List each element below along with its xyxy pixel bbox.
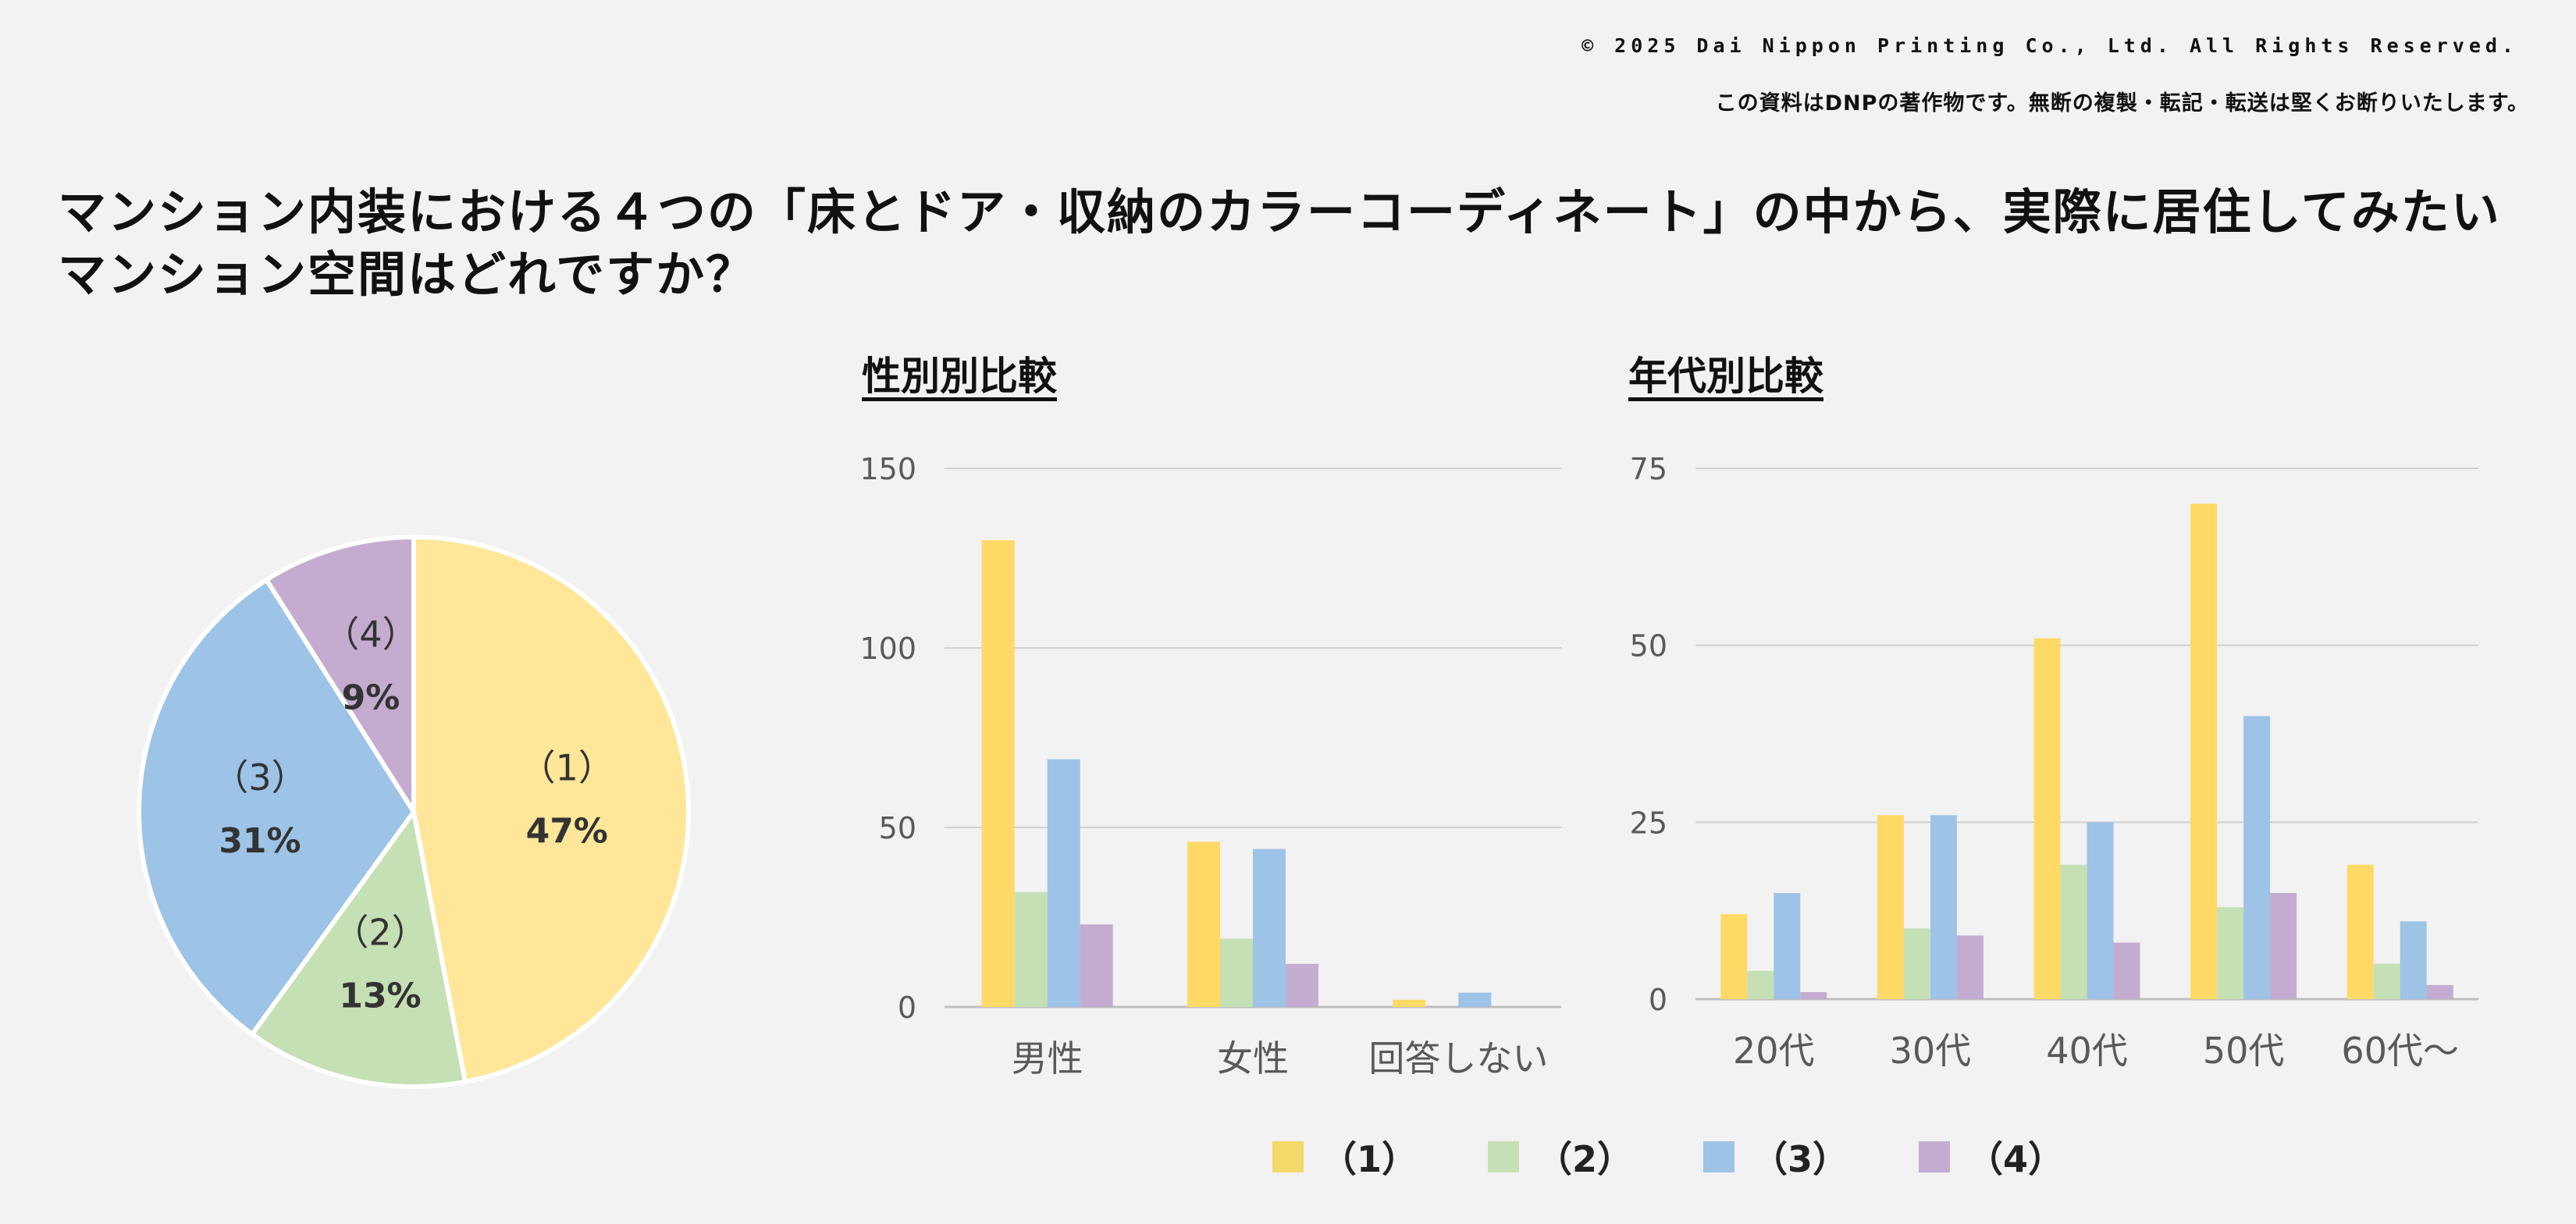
age-bar-chart: 0 25 50 75 20代 30代 40代 50代 60代～ <box>1630 452 2478 1072</box>
gender-bar-1-2 <box>1187 842 1220 1007</box>
age-x-tick-label: 40代 <box>2046 1030 2128 1072</box>
age-bar-2-3 <box>2060 864 2087 999</box>
legend-item-1: （1） <box>1272 1131 1488 1183</box>
age-x-tick-label: 60代～ <box>2341 1030 2459 1072</box>
pie-value-label-4: 9% <box>342 678 400 718</box>
pie-chart: （1） 47% （2） 13% （3） 31% （4） 9% <box>137 535 691 1089</box>
age-bar-2-2 <box>1903 928 1930 999</box>
age-bar-4-5 <box>2426 984 2453 999</box>
age-bar-2-4 <box>2217 907 2244 999</box>
legend-swatch-1 <box>1272 1141 1304 1172</box>
age-y-tick-label: 0 <box>1649 983 1667 1017</box>
age-bar-4-3 <box>2113 942 2140 999</box>
legend-label-2: （2） <box>1536 1138 1634 1180</box>
age-bar-1-1 <box>1720 914 1748 999</box>
pie-label-2: （2） <box>333 911 427 953</box>
age-x-tick-label: 30代 <box>1890 1030 1972 1072</box>
age-chart-title: 年代別比較 <box>1628 354 1823 399</box>
legend-label-4: （4） <box>1967 1138 2065 1180</box>
pie-slice-2 <box>250 809 468 1089</box>
legend-swatch-4 <box>1919 1141 1950 1172</box>
gender-bar-2-2 <box>1220 938 1253 1007</box>
legend-swatch-3 <box>1703 1141 1735 1172</box>
gender-y-tick-label: 0 <box>898 991 916 1025</box>
pie-label-4: （4） <box>323 614 418 656</box>
gender-bar-4-1 <box>1080 924 1113 1007</box>
legend: （1） （2） （3） （4） <box>1272 1133 2134 1180</box>
pie-value-label-2: 13% <box>339 976 421 1016</box>
page-title: マンション内装における４つの「床とドア・収納のカラーコーディネート」の中から、実… <box>58 181 2556 306</box>
gender-bar-1-3 <box>1393 999 1426 1007</box>
age-y-tick-label: 25 <box>1630 806 1667 840</box>
copyright-notice: この資料はDNPの著作物です。無断の複製・転記・転送は堅くお断りいたします。 <box>1715 91 2529 116</box>
pie-slice-1 <box>411 535 691 1084</box>
age-bar-4-1 <box>1800 991 1827 999</box>
age-y-tick-label: 75 <box>1630 452 1667 486</box>
age-x-tick-label: 50代 <box>2203 1030 2285 1072</box>
legend-item-2: （2） <box>1488 1131 1703 1183</box>
gender-bar-1-1 <box>981 540 1015 1007</box>
age-bar-3-1 <box>1774 893 1801 999</box>
age-bar-3-2 <box>1930 815 1957 999</box>
gender-bar-2-1 <box>1014 891 1048 1007</box>
age-bar-1-5 <box>2347 864 2374 999</box>
age-y-tick-label: 50 <box>1630 629 1667 664</box>
gender-bar-3-3 <box>1458 992 1492 1007</box>
age-bar-4-2 <box>1956 935 1984 999</box>
legend-item-4: （4） <box>1919 1131 2134 1183</box>
gender-chart-title: 性別別比較 <box>862 354 1057 399</box>
gender-y-tick-label: 50 <box>879 811 916 845</box>
pie-value-label-3: 31% <box>219 821 301 861</box>
gender-y-tick-label: 150 <box>859 452 916 486</box>
gender-bar-3-1 <box>1047 759 1080 1007</box>
page-title-line-1: マンション内装における４つの「床とドア・収納のカラーコーディネート」の中から、実… <box>58 183 2501 240</box>
legend-swatch-2 <box>1488 1141 1519 1172</box>
pie-label-1: （1） <box>520 746 614 788</box>
gender-bar-3-2 <box>1253 849 1286 1007</box>
age-bar-1-4 <box>2190 503 2218 999</box>
age-bar-4-4 <box>2270 893 2297 999</box>
pie-value-label-1: 47% <box>526 811 608 851</box>
pie-label-3: （3） <box>212 756 307 799</box>
copyright-text: © 2025 Dai Nippon Printing Co., Ltd. All… <box>1582 34 2518 57</box>
age-bar-2-5 <box>2373 963 2400 999</box>
age-bar-1-2 <box>1877 815 1904 999</box>
gender-x-tick-label: 男性 <box>1012 1037 1083 1080</box>
legend-label-3: （3） <box>1752 1138 1849 1180</box>
pie-slice-4 <box>264 535 416 814</box>
gender-bar-chart: 0 50 100 150 男性 女性 回答しない <box>859 452 1561 1080</box>
page-title-line-2: マンション空間はどれですか？ <box>58 246 756 303</box>
age-x-tick-label: 20代 <box>1733 1030 1815 1072</box>
age-bar-3-3 <box>2087 822 2114 999</box>
gender-bar-4-2 <box>1286 963 1318 1007</box>
age-bar-3-4 <box>2243 716 2271 999</box>
gender-x-tick-label: 回答しない <box>1368 1037 1548 1080</box>
age-bar-3-5 <box>2400 921 2427 999</box>
age-bar-1-3 <box>2033 638 2061 999</box>
gender-y-tick-label: 100 <box>859 632 916 666</box>
legend-label-1: （1） <box>1321 1138 1418 1180</box>
age-bar-2-1 <box>1747 970 1774 999</box>
gender-x-tick-label: 女性 <box>1217 1037 1289 1080</box>
pie-slice-3 <box>137 577 416 1037</box>
legend-item-3: （3） <box>1703 1131 1919 1183</box>
